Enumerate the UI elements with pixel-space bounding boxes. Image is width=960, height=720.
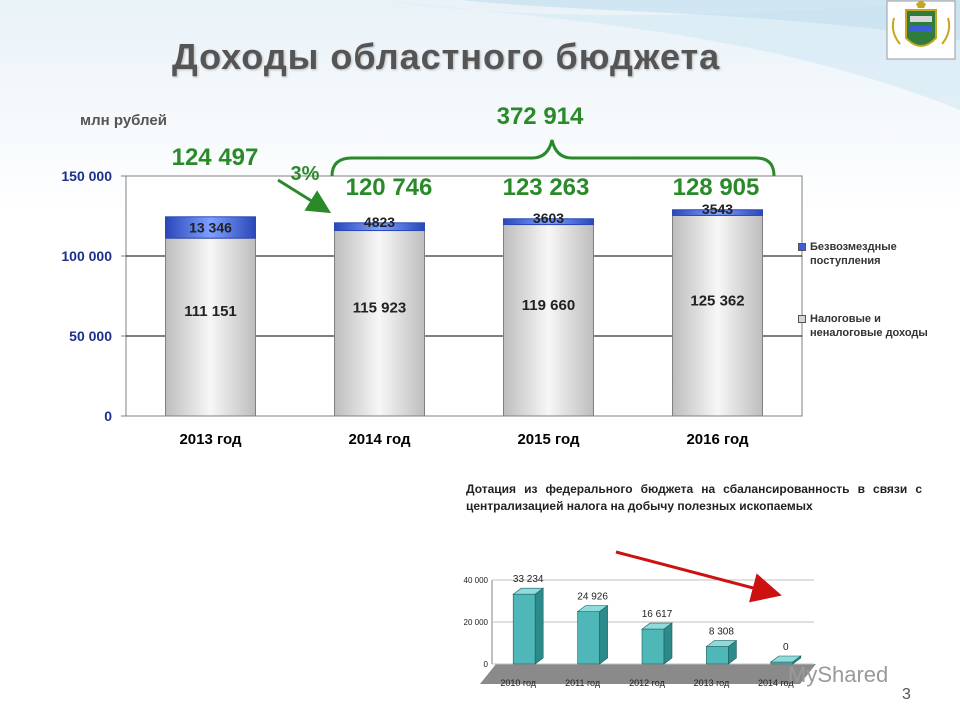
dotacia-category-label: 2013 год xyxy=(694,678,730,688)
bar-tax xyxy=(165,237,256,417)
legend-swatch-transfers xyxy=(798,243,806,251)
x-category-label: 2016 год xyxy=(686,431,749,448)
dotacia-bar-side xyxy=(534,587,544,665)
total-2015: 123 263 xyxy=(503,174,590,201)
x-category-label: 2015 год xyxy=(517,431,580,448)
page-number: 3 xyxy=(902,686,911,703)
trend-arrow xyxy=(615,550,782,603)
data-label-tax: 125 362 xyxy=(690,293,744,310)
dotacia-value-label: 0 xyxy=(783,642,789,653)
dotacia-bar-side xyxy=(599,605,608,665)
dotacia-category-label: 2010 год xyxy=(500,678,536,688)
dotacia-bar-side xyxy=(663,622,673,665)
dotacia-category-label: 2012 год xyxy=(629,678,665,688)
legend-item-transfers: Безвозмездные поступления xyxy=(798,240,948,268)
page-title: Доходы областного бюджета xyxy=(172,36,721,77)
legend-swatch-tax xyxy=(798,315,806,323)
total-2016: 128 905 xyxy=(673,174,760,201)
dotacia-bar xyxy=(512,593,536,665)
y-tick-label: 20 000 xyxy=(464,618,489,627)
x-category-label: 2013 год xyxy=(179,431,242,448)
dotacia-value-label: 8 308 xyxy=(709,627,734,638)
watermark: MyShared xyxy=(788,662,889,687)
sum-brace xyxy=(330,139,776,177)
dotacia-bar-side xyxy=(792,655,802,665)
data-label-tax: 111 151 xyxy=(184,303,237,320)
dotacia-category-label: 2014 год xyxy=(758,678,794,688)
dotacia-category-label: 2011 год xyxy=(565,678,601,688)
y-tick-label: 50 000 xyxy=(69,328,112,344)
total-2013: 124 497 xyxy=(172,144,259,171)
dotacia-value-label: 16 617 xyxy=(642,609,673,620)
legend-label-transfers: Безвозмездные поступления xyxy=(810,241,897,267)
legend: Безвозмездные поступления Налоговые и не… xyxy=(798,240,948,384)
dotacia-value-label: 33 234 xyxy=(513,574,544,585)
bar-tax xyxy=(334,230,425,417)
data-label-transfers: 13 346 xyxy=(189,219,232,235)
dotacia-bar-side xyxy=(728,639,737,665)
bar-transfers xyxy=(165,216,256,239)
emblem-logo xyxy=(886,0,956,60)
growth-percent: 3% xyxy=(291,163,320,185)
data-label-tax: 119 660 xyxy=(522,297,575,314)
data-label-transfers: 3603 xyxy=(533,210,564,226)
data-label-transfers: 4823 xyxy=(364,214,395,230)
legend-item-tax: Налоговые и неналоговые доходы xyxy=(798,312,948,340)
bar-tax xyxy=(503,224,594,417)
y-tick-label: 40 000 xyxy=(464,576,489,585)
dotacia-caption: Дотация из федерального бюджета на сбала… xyxy=(466,482,922,513)
dotacia-value-label: 24 926 xyxy=(577,592,608,603)
bar-transfers xyxy=(672,209,763,216)
legend-label-tax: Налоговые и неналоговые доходы xyxy=(810,313,928,339)
y-tick-label: 100 000 xyxy=(61,248,112,264)
dotacia-bar xyxy=(706,646,729,665)
dotacia-floor xyxy=(480,664,816,684)
dotacia-bar xyxy=(577,611,600,665)
bar-transfers xyxy=(334,222,425,232)
y-tick-label: 0 xyxy=(484,660,489,669)
data-label-transfers: 3543 xyxy=(702,201,733,217)
bar-tax xyxy=(672,214,763,417)
data-label-tax: 115 923 xyxy=(353,300,406,317)
main-chart: 0 50 000 100 000 150 000 111 151 13 346 2013 … xyxy=(61,103,803,448)
decline-arrow xyxy=(277,178,332,214)
y-tick-label: 0 xyxy=(104,408,112,424)
total-2014: 120 746 xyxy=(346,174,433,201)
x-category-label: 2014 год xyxy=(348,431,411,448)
dotacia-bar xyxy=(641,628,665,665)
bar-transfers xyxy=(503,218,594,226)
sum-2014-2016: 372 914 xyxy=(497,103,584,130)
unit-label: млн рублей xyxy=(80,112,167,129)
y-tick-label: 150 000 xyxy=(61,168,112,184)
